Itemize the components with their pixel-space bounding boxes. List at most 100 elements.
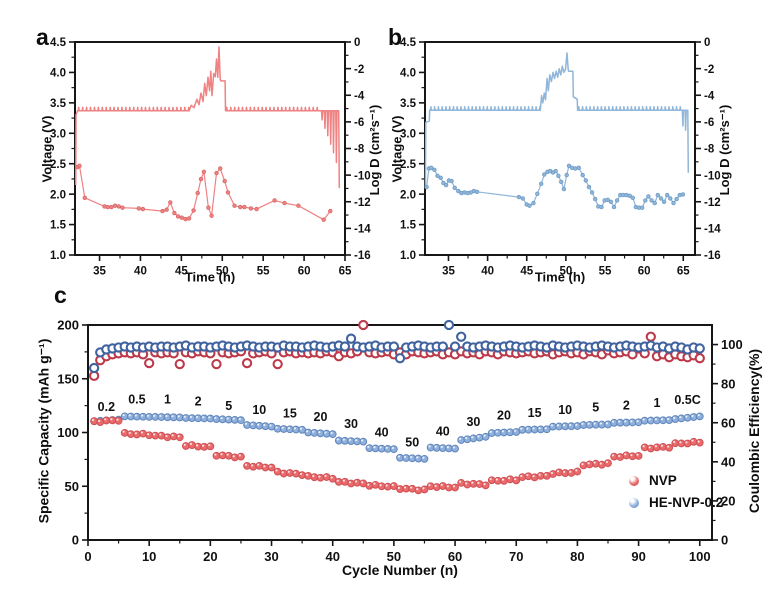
svg-text:30: 30 (264, 549, 278, 564)
svg-text:-8: -8 (704, 144, 715, 156)
svg-text:0: 0 (84, 549, 91, 564)
svg-text:50: 50 (559, 266, 572, 278)
svg-text:20: 20 (314, 410, 328, 424)
svg-text:60: 60 (638, 266, 651, 278)
svg-text:4.5: 4.5 (400, 37, 417, 49)
panel-a-yaxis-title: Voltage (V) (39, 115, 55, 183)
svg-text:20: 20 (203, 549, 217, 564)
svg-text:30: 30 (344, 417, 358, 431)
svg-text:45: 45 (520, 266, 533, 278)
svg-text:-16: -16 (354, 250, 371, 262)
svg-text:15: 15 (283, 406, 297, 420)
svg-text:3.0: 3.0 (50, 128, 66, 140)
svg-text:80: 80 (570, 549, 584, 564)
panel-c-legend: NVP HE-NVP-0.2 (629, 473, 723, 510)
svg-text:35: 35 (442, 266, 455, 278)
svg-text:40: 40 (436, 425, 450, 439)
panel-b-yaxis-title: Voltage (V) (389, 115, 405, 183)
panel-b-y2axis-title: Log D (cm²s⁻¹) (717, 104, 732, 196)
svg-text:50: 50 (405, 435, 419, 449)
svg-text:1.0: 1.0 (50, 250, 66, 262)
panel-c-xaxis-title: Cycle Number (n) (342, 562, 458, 578)
svg-text:-6: -6 (354, 117, 364, 129)
svg-text:4.0: 4.0 (400, 68, 416, 80)
svg-text:0.5: 0.5 (128, 392, 145, 406)
svg-text:10: 10 (142, 549, 156, 564)
svg-text:60: 60 (298, 266, 311, 278)
svg-text:-12: -12 (704, 197, 721, 209)
svg-text:65: 65 (677, 266, 690, 278)
panel-b-xaxis-title: Time (h) (534, 269, 586, 285)
svg-text:2: 2 (195, 395, 202, 409)
svg-text:80: 80 (721, 376, 735, 391)
svg-text:1.5: 1.5 (400, 220, 417, 232)
he-nvp-marker-icon (629, 497, 639, 508)
panel-a-xaxis-title: Time (h) (184, 269, 236, 285)
nvp-marker-icon (629, 475, 639, 486)
svg-text:65: 65 (339, 266, 352, 278)
legend-label-nvp: NVP (649, 473, 677, 488)
svg-text:0.2: 0.2 (98, 400, 115, 414)
svg-text:0: 0 (704, 37, 710, 49)
svg-text:4.0: 4.0 (50, 68, 66, 80)
svg-text:50: 50 (387, 549, 401, 564)
svg-text:70: 70 (509, 549, 523, 564)
svg-text:100: 100 (57, 425, 79, 440)
svg-text:1: 1 (653, 396, 660, 410)
svg-text:0.5C: 0.5C (674, 393, 700, 407)
svg-text:45: 45 (175, 266, 188, 278)
svg-text:30: 30 (466, 415, 480, 429)
panel-b-letter: b (388, 24, 403, 50)
svg-text:35: 35 (93, 266, 106, 278)
panel-c-letter: c (54, 282, 67, 308)
svg-text:-14: -14 (354, 224, 371, 236)
svg-text:3.0: 3.0 (400, 128, 416, 140)
svg-text:0: 0 (354, 37, 360, 49)
svg-text:60: 60 (721, 415, 735, 430)
svg-text:40: 40 (721, 454, 735, 469)
legend-label-he-nvp: HE-NVP-0.2 (649, 495, 724, 510)
svg-text:50: 50 (216, 266, 229, 278)
svg-text:90: 90 (631, 549, 645, 564)
svg-text:1: 1 (164, 392, 171, 406)
svg-text:2.5: 2.5 (400, 159, 417, 171)
svg-text:1.5: 1.5 (50, 220, 67, 232)
svg-text:40: 40 (325, 549, 339, 564)
svg-text:10: 10 (558, 403, 572, 417)
svg-text:5: 5 (592, 401, 599, 415)
svg-text:-10: -10 (354, 170, 371, 182)
svg-text:2.0: 2.0 (50, 189, 66, 201)
svg-text:40: 40 (481, 266, 494, 278)
svg-text:-6: -6 (704, 117, 714, 129)
svg-text:100: 100 (689, 549, 711, 564)
svg-text:-8: -8 (354, 144, 365, 156)
svg-text:3.5: 3.5 (50, 98, 67, 110)
svg-text:4.5: 4.5 (50, 37, 67, 49)
svg-text:40: 40 (375, 425, 389, 439)
svg-text:5: 5 (225, 399, 232, 413)
panel-c-yaxis-title: Specific Capacity (mAh g⁻¹) (35, 338, 52, 524)
svg-text:-10: -10 (704, 170, 721, 182)
legend-item-he-nvp: HE-NVP-0.2 (629, 495, 723, 510)
svg-text:20: 20 (721, 494, 735, 509)
svg-text:50: 50 (65, 479, 79, 494)
svg-text:2: 2 (623, 398, 630, 412)
svg-text:-16: -16 (704, 250, 721, 262)
panel-a-y2axis-title: Log D (cm²s⁻¹) (367, 104, 382, 196)
svg-text:2.5: 2.5 (50, 159, 67, 171)
panel-a-letter: a (36, 24, 49, 50)
svg-text:100: 100 (721, 337, 743, 352)
svg-text:-2: -2 (704, 64, 714, 76)
svg-text:40: 40 (134, 266, 147, 278)
svg-text:0: 0 (72, 533, 79, 548)
svg-text:-12: -12 (354, 197, 371, 209)
svg-text:-4: -4 (704, 90, 715, 102)
panel-c-y2axis-title: Coulombic Efficiency(%) (746, 348, 762, 514)
svg-text:55: 55 (599, 266, 612, 278)
svg-text:60: 60 (448, 549, 462, 564)
svg-text:-2: -2 (354, 64, 364, 76)
svg-text:0: 0 (721, 533, 728, 548)
svg-text:150: 150 (57, 371, 79, 386)
